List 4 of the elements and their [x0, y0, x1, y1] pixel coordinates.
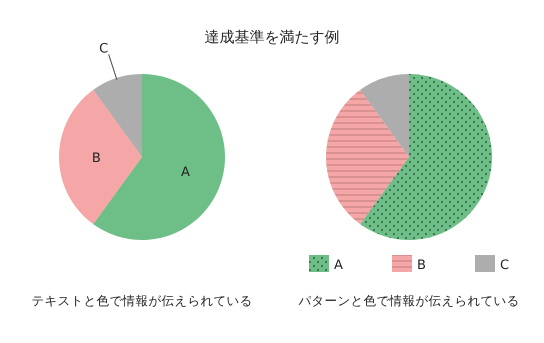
title: 達成基準を満たす例	[204, 28, 340, 46]
legend-label: A	[334, 258, 343, 273]
legend-label: C	[500, 258, 510, 273]
legend-label: B	[417, 258, 426, 273]
